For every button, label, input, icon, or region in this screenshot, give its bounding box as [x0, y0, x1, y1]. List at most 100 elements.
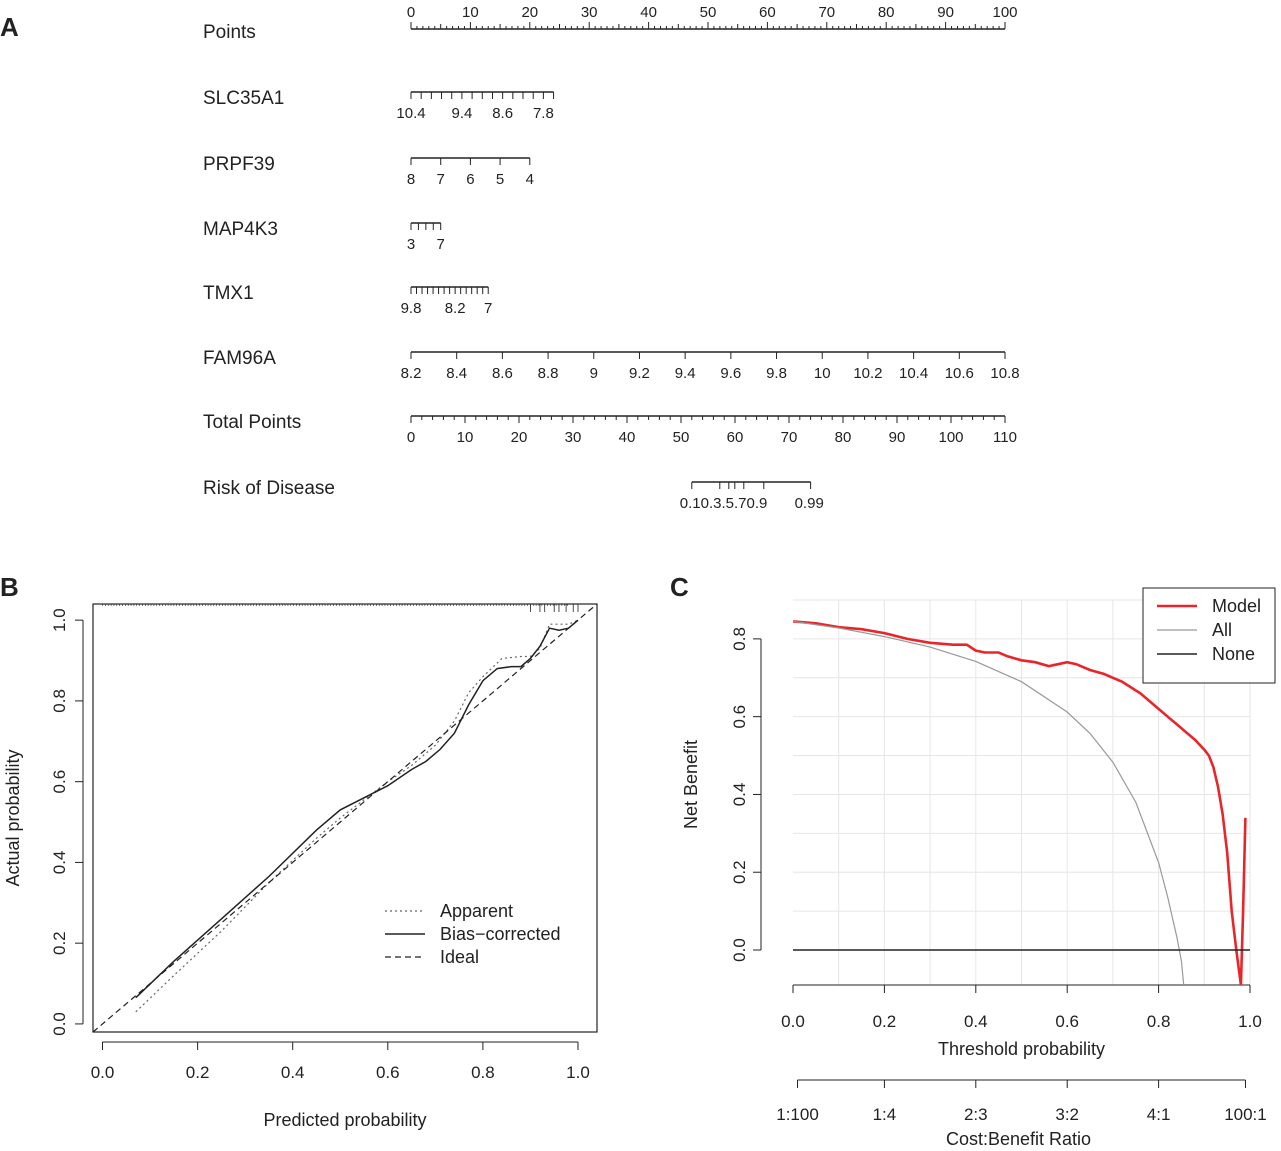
tick-label-fam96a: 9: [590, 365, 598, 382]
points-tick-label: 30: [581, 4, 598, 21]
y-axis-tick-label: 0.0: [50, 1012, 69, 1036]
points-tick-label: 10: [462, 4, 479, 21]
y-axis-tick-label: 0.2: [50, 931, 69, 955]
cost-benefit-tick-label: 1:4: [873, 1105, 897, 1124]
series-line-bias-corrected: [135, 619, 579, 999]
panel-label-b: B: [0, 572, 19, 602]
risk-tick-label-end: 0.99: [795, 495, 824, 512]
panel-label-a: A: [0, 12, 19, 42]
points-tick-label: 50: [700, 4, 717, 21]
y-axis-tick-label: 0.0: [730, 938, 749, 962]
tick-label-slc35a1: 10.4: [396, 105, 425, 122]
panel-label-c: C: [670, 572, 689, 602]
tick-label-tmx1: 9.8: [401, 300, 422, 317]
series-line-ideal: [92, 603, 598, 1033]
y-axis-tick-label: 0.4: [50, 851, 69, 875]
total-points-tick-label: 0: [407, 429, 415, 446]
tick-label-fam96a: 8.4: [446, 365, 467, 382]
tick-label-prpf39: 8: [407, 171, 415, 188]
tick-label-prpf39: 4: [526, 171, 534, 188]
points-tick-label: 0: [407, 4, 415, 21]
points-tick-label: 100: [992, 4, 1017, 21]
risk-tick-labels: 0.10.3.5.70.9: [680, 495, 768, 512]
series-line-model: [792, 620, 1247, 986]
cost-benefit-tick-label: 100:1: [1224, 1105, 1267, 1124]
tick-label-tmx1: 7: [484, 300, 492, 317]
x-axis-title: Predicted probability: [263, 1110, 426, 1130]
tick-label-fam96a: 9.8: [766, 365, 787, 382]
x-axis-tick-label: 0.8: [471, 1063, 495, 1082]
points-tick-label: 20: [521, 4, 538, 21]
legend-label-none: None: [1212, 644, 1255, 664]
tick-label-fam96a: 8.8: [538, 365, 559, 382]
points-tick-label: 90: [937, 4, 954, 21]
row-label-prpf39: PRPF39: [203, 154, 275, 175]
x-axis-tick-label: 0.6: [1055, 1012, 1079, 1031]
tick-label-fam96a: 10: [814, 365, 831, 382]
legend-label-apparent: Apparent: [440, 901, 513, 921]
x-axis-tick-label: 1.0: [1238, 1012, 1262, 1031]
tick-label-fam96a: 8.2: [401, 365, 422, 382]
row-label-total-points: Total Points: [203, 412, 301, 433]
tick-label-slc35a1: 9.4: [451, 105, 472, 122]
total-points-tick-label: 20: [511, 429, 528, 446]
x-axis-tick-label: 0.8: [1147, 1012, 1171, 1031]
series-line-apparent: [135, 619, 579, 1013]
y-axis-title: Actual probability: [3, 749, 23, 886]
row-label-points: Points: [203, 22, 256, 43]
tick-label-fam96a: 8.6: [492, 365, 513, 382]
total-points-tick-label: 90: [889, 429, 906, 446]
row-label-risk-of-disease: Risk of Disease: [203, 478, 335, 499]
cost-benefit-tick-label: 4:1: [1147, 1105, 1171, 1124]
y-axis-tick-label: 0.8: [50, 689, 69, 713]
tick-label-fam96a: 10.6: [945, 365, 974, 382]
y-axis-tick-label: 0.4: [730, 783, 749, 807]
points-tick-label: 60: [759, 4, 776, 21]
x-axis-tick-label: 0.2: [873, 1012, 897, 1031]
total-points-tick-label: 100: [938, 429, 963, 446]
total-points-tick-label: 110: [993, 429, 1017, 446]
y-axis-tick-label: 0.6: [50, 770, 69, 794]
x-axis-tick-label: 0.4: [281, 1063, 305, 1082]
y-axis-tick-label: 1.0: [50, 608, 69, 632]
x-axis-tick-label: 0.6: [376, 1063, 400, 1082]
total-points-tick-label: 80: [835, 429, 852, 446]
tick-label-fam96a: 9.4: [675, 365, 696, 382]
legend-box: [1142, 587, 1276, 684]
cost-benefit-tick-label: 2:3: [964, 1105, 988, 1124]
row-label-fam96a: FAM96A: [203, 348, 276, 369]
tick-label-prpf39: 6: [466, 171, 474, 188]
points-tick-label: 40: [640, 4, 657, 21]
cost-benefit-tick-label: 3:2: [1055, 1105, 1079, 1124]
x-axis-tick-label: 1.0: [566, 1063, 590, 1082]
total-points-tick-label: 30: [565, 429, 582, 446]
tick-label-map4k3: 3: [407, 236, 415, 253]
tick-label-prpf39: 7: [437, 171, 445, 188]
series-line-all: [792, 620, 1185, 986]
tick-label-fam96a: 9.2: [629, 365, 650, 382]
x-axis-tick-label: 0.2: [186, 1063, 210, 1082]
tick-label-fam96a: 10.2: [853, 365, 882, 382]
y-axis-tick-label: 0.6: [730, 705, 749, 729]
points-tick-label: 70: [818, 4, 835, 21]
cost-benefit-axis-title: Cost:Benefit Ratio: [946, 1129, 1091, 1149]
tick-label-slc35a1: 8.6: [492, 105, 513, 122]
tick-label-tmx1: 8.2: [445, 300, 466, 317]
total-points-tick-label: 40: [619, 429, 636, 446]
tick-label-prpf39: 5: [496, 171, 504, 188]
tick-label-fam96a: 10.4: [899, 365, 928, 382]
legend-label-bias-corrected: Bias−corrected: [440, 924, 561, 944]
points-tick-label: 80: [878, 4, 895, 21]
tick-label-fam96a: 9.6: [720, 365, 741, 382]
tick-label-map4k3: 7: [437, 236, 445, 253]
legend-label-ideal: Ideal: [440, 947, 479, 967]
calibration-panel: 0.0 0.2 0.4 0.6 0.8 1.0 Predicted probability 0…: [3, 603, 598, 1130]
x-axis-title: Threshold probability: [938, 1039, 1105, 1059]
cost-benefit-tick-label: 1:100: [776, 1105, 819, 1124]
decision-curve-panel: 0.0 0.2 0.4 0.6 0.8 1.0 Threshold probability 1…: [681, 587, 1276, 1149]
total-points-tick-label: 50: [673, 429, 690, 446]
total-points-tick-label: 70: [781, 429, 798, 446]
row-label-map4k3: MAP4K3: [203, 219, 278, 240]
